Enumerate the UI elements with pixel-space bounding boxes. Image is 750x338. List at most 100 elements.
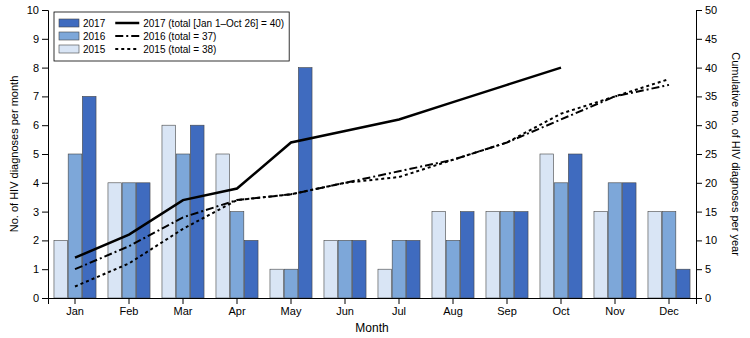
tick: 0 (696, 292, 711, 304)
bar-series (68, 154, 676, 298)
legend-label: 2015 (total = 38) (143, 44, 216, 55)
tick: 25 (696, 148, 717, 160)
legend-swatch (115, 48, 139, 50)
bar (378, 269, 392, 298)
line (75, 79, 669, 286)
tick-label: 3 (33, 206, 39, 218)
legend-swatch (115, 35, 139, 37)
tick-label: 0 (705, 292, 711, 304)
tick-mark (183, 298, 184, 304)
tick-label: 6 (33, 119, 39, 131)
tick: 35 (696, 90, 717, 102)
tick-mark (345, 298, 346, 304)
x-axis-title: Month (355, 321, 388, 335)
tick-label: 0 (33, 292, 39, 304)
legend-label: 2016 (total = 37) (143, 31, 216, 42)
tick-label: Feb (120, 305, 139, 317)
legend-column: 2017 2016 2015 (59, 18, 106, 55)
tick-label: 40 (705, 62, 717, 74)
legend-label: 2016 (83, 31, 106, 42)
tick: Sep (497, 298, 517, 317)
bar (230, 212, 244, 298)
bar (244, 240, 258, 298)
tick-mark (42, 39, 48, 40)
tick: 40 (696, 62, 717, 74)
tick-mark (42, 154, 48, 155)
bar (622, 183, 636, 298)
tick-label: 10 (27, 4, 39, 16)
tick-mark (42, 68, 48, 69)
tick-label: Sep (497, 305, 517, 317)
tick-mark (696, 125, 702, 126)
tick-mark (696, 154, 702, 155)
tick: 15 (696, 206, 717, 218)
tick-mark (696, 68, 702, 69)
tick-mark (42, 125, 48, 126)
tick: 5 (33, 148, 48, 160)
tick-label: 9 (33, 33, 39, 45)
line (75, 85, 669, 269)
bar (662, 212, 676, 298)
bar (608, 183, 622, 298)
tick-label: Jun (336, 305, 354, 317)
bar (568, 154, 582, 298)
bar-series (82, 68, 690, 298)
tick-label: 4 (33, 177, 39, 189)
tick: Jun (336, 298, 354, 317)
axis-line (697, 11, 703, 299)
legend-frame (54, 12, 289, 61)
tick: 10 (696, 234, 717, 246)
tick-label: Jan (66, 305, 84, 317)
y-axis-title: No. of HIV diagnoses per month (8, 76, 20, 233)
tick: Nov (605, 298, 625, 317)
tick: 1 (33, 263, 48, 275)
tick-label: Jul (392, 305, 406, 317)
legend-item: 2015 (59, 44, 106, 55)
bar (486, 212, 500, 298)
legend-item: 2017 (59, 18, 106, 29)
tick-label: 25 (705, 148, 717, 160)
bar (122, 183, 136, 298)
tick-label: 5 (33, 148, 39, 160)
bar (392, 240, 406, 298)
tick-label: 15 (705, 206, 717, 218)
tick-mark (696, 212, 702, 213)
tick: Apr (228, 298, 245, 317)
bar (284, 269, 298, 298)
tick: 10 (27, 4, 48, 16)
tick-mark (696, 298, 702, 299)
tick: 6 (33, 119, 48, 131)
tick-mark (42, 183, 48, 184)
x-axis: JanFebMarAprMayJunJulAugSepOctNovDec (49, 298, 697, 317)
tick-label: 35 (705, 90, 717, 102)
tick-label: Apr (228, 305, 245, 317)
tick-label: Dec (659, 305, 679, 317)
marks (54, 68, 690, 298)
tick: Aug (443, 298, 463, 317)
tick: Feb (120, 298, 139, 317)
axis-line (42, 11, 49, 299)
legend: 2017201620152017 (total [Jan 1–Oct 26] =… (54, 12, 289, 61)
tick-label: Oct (552, 305, 569, 317)
tick-label: 7 (33, 90, 39, 102)
bar (338, 240, 352, 298)
tick-mark (615, 298, 616, 304)
tick-mark (453, 298, 454, 304)
tick-mark (669, 298, 670, 304)
tick-mark (42, 10, 48, 11)
bar (324, 240, 338, 298)
tick: 30 (696, 119, 717, 131)
tick: 9 (33, 33, 48, 45)
bar (216, 154, 230, 298)
tick-label: Mar (174, 305, 193, 317)
bar-series (54, 125, 662, 298)
tick-label: 5 (705, 263, 711, 275)
tick-label: Aug (443, 305, 463, 317)
bar (298, 68, 312, 298)
bar (82, 96, 96, 298)
tick-mark (696, 240, 702, 241)
tick: 5 (696, 263, 711, 275)
plot-area: JanFebMarAprMayJunJulAugSepOctNovDec0123… (8, 4, 742, 335)
tick-mark (75, 298, 76, 304)
bar (554, 183, 568, 298)
